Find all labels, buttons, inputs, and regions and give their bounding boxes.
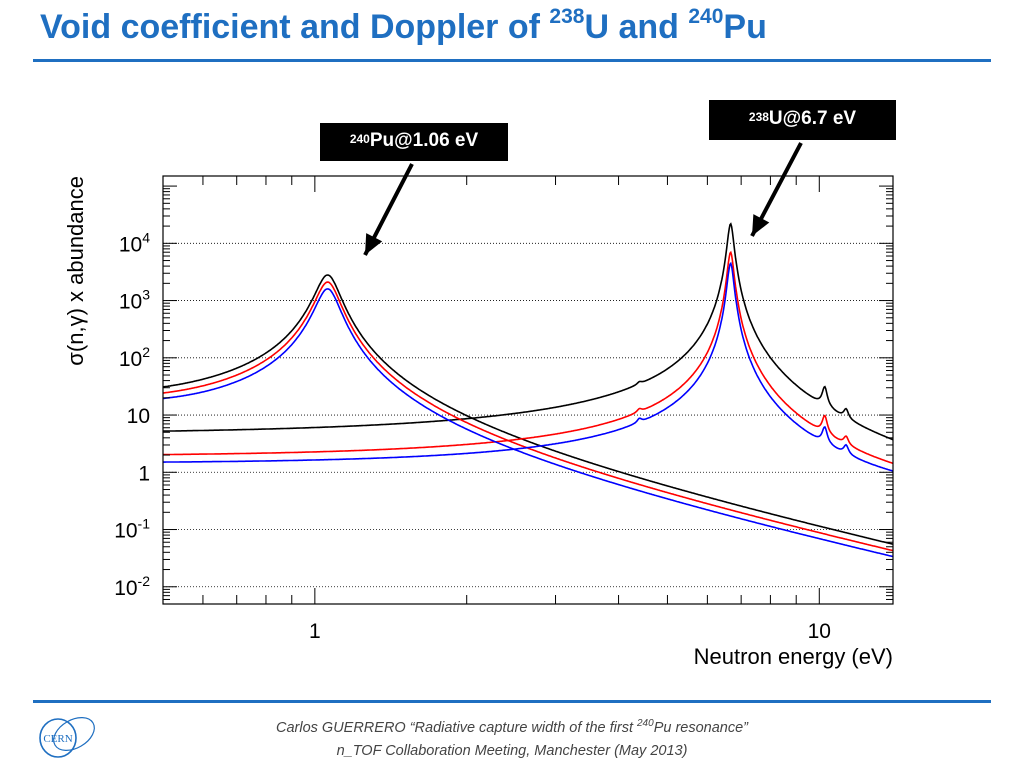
pu240-arrow-head [365,233,383,255]
footer-divider [33,700,991,703]
y-tick-label: 10-2 [114,573,150,600]
u238-resonance-callout: 238U@6.7 eV [709,100,896,140]
x-tick-label: 1 [309,620,321,643]
series-line-u238 [163,222,894,441]
series-line-pu240 [162,281,894,552]
cern-logo-icon: CERN [39,717,95,758]
footer-line-1: Carlos GUERRERO “Radiative capture width… [275,718,748,736]
series-layer [162,222,894,558]
series-line-pu240 [162,274,894,545]
series-line-u238 [163,250,894,465]
series-line-u238 [163,261,894,472]
page-title: Void coefficient and Doppler of 238U and… [40,5,767,46]
y-tick-label: 102 [119,344,150,371]
x-axis-label: Neutron energy (eV) [694,644,893,669]
title-divider [33,59,991,62]
y-tick-label: 10-1 [114,516,150,543]
cern-logo-text: CERN [43,733,72,745]
arrows-layer [363,142,803,256]
y-tick-label: 103 [119,287,150,314]
y-tick-label: 1 [138,462,150,485]
pu240-resonance-callout: 240Pu@1.06 eV [320,123,508,161]
ticks-layer [162,176,893,605]
u238-arrow-head [752,214,770,236]
footer-line-2: n_TOF Collaboration Meeting, Manchester … [336,742,688,759]
series-line-pu240 [162,288,894,558]
x-tick-label: 10 [808,620,831,643]
y-tick-label: 104 [119,229,150,256]
footer: Carlos GUERRERO “Radiative capture width… [0,712,1024,763]
grid-layer [163,242,893,588]
y-tick-label: 10 [127,405,150,428]
plot-frame [162,175,894,605]
y-axis-label: σ(n,γ) x abundance [63,176,88,366]
axes-layer [162,175,894,605]
